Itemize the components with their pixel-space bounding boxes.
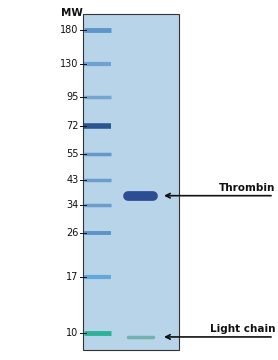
Text: 55: 55 — [66, 149, 78, 159]
Text: Thrombin: Thrombin — [219, 183, 275, 193]
FancyBboxPatch shape — [83, 14, 179, 350]
Text: 43: 43 — [66, 175, 78, 185]
Text: 180: 180 — [60, 25, 78, 35]
Text: Light chain: Light chain — [210, 324, 275, 334]
Text: 72: 72 — [66, 121, 78, 131]
Text: 26: 26 — [66, 228, 78, 238]
Text: 17: 17 — [66, 272, 78, 282]
Text: 95: 95 — [66, 92, 78, 102]
Text: 130: 130 — [60, 59, 78, 69]
Text: MW: MW — [61, 8, 83, 18]
Text: 34: 34 — [66, 199, 78, 210]
Text: 10: 10 — [66, 328, 78, 338]
